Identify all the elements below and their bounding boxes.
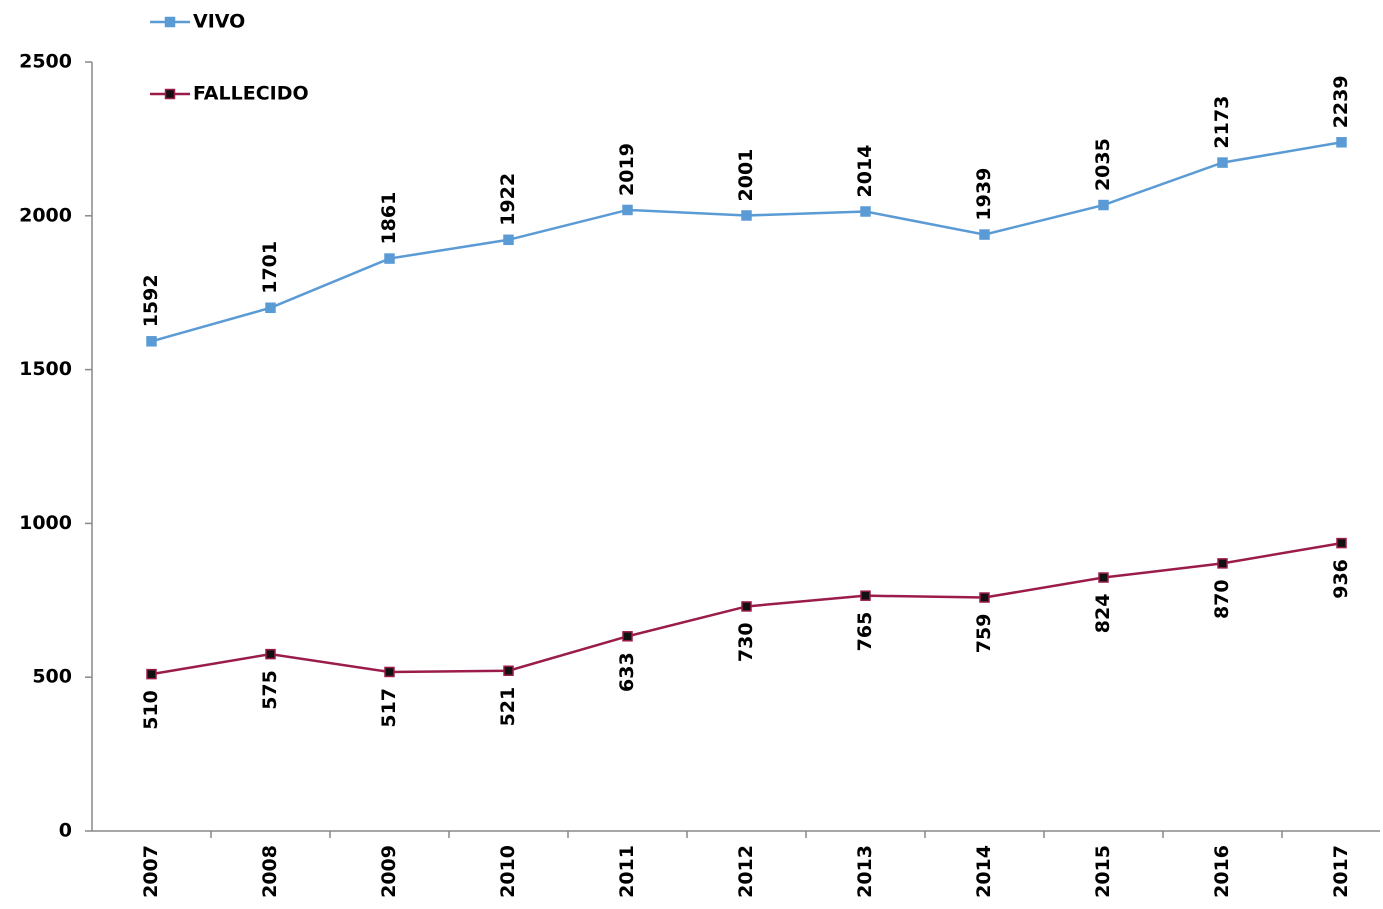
x-tick-label: 2009 xyxy=(378,845,400,898)
x-tick-label: 2007 xyxy=(140,845,162,898)
data-label: 2001 xyxy=(735,149,757,202)
data-label: 730 xyxy=(735,622,757,662)
y-tick-label: 1500 xyxy=(19,358,72,380)
point-marker xyxy=(384,666,395,678)
x-tick-label: 2013 xyxy=(854,845,876,898)
point-marker xyxy=(979,592,990,603)
x-tick-label: 2015 xyxy=(1092,845,1114,898)
y-tick-label: 2500 xyxy=(19,51,72,73)
data-label: 765 xyxy=(854,612,876,652)
data-label: 1592 xyxy=(140,274,162,327)
data-label: 633 xyxy=(616,652,638,692)
x-tick-label: 2008 xyxy=(259,845,281,898)
legend-marker xyxy=(164,88,176,100)
data-label: 517 xyxy=(378,688,400,728)
x-tick-label: 2016 xyxy=(1211,845,1233,898)
data-label: 2173 xyxy=(1211,96,1233,149)
point-marker xyxy=(265,302,276,314)
point-marker xyxy=(979,229,990,240)
x-tick-label: 2014 xyxy=(973,845,995,898)
legend-marker xyxy=(164,16,176,28)
point-marker xyxy=(1098,199,1109,211)
data-label: 870 xyxy=(1211,579,1233,619)
point-marker xyxy=(860,590,871,601)
point-marker xyxy=(860,206,871,217)
y-tick-label: 500 xyxy=(32,666,72,688)
data-label: 2239 xyxy=(1330,75,1352,128)
data-label: 1701 xyxy=(259,241,281,294)
data-label: 510 xyxy=(140,690,162,730)
point-marker xyxy=(1336,537,1347,549)
data-label: 2014 xyxy=(854,145,876,198)
data-label: 824 xyxy=(1092,594,1114,634)
x-tick-label: 2011 xyxy=(616,845,638,898)
point-marker xyxy=(503,665,514,676)
point-marker xyxy=(146,336,157,347)
point-marker xyxy=(741,601,752,612)
x-tick-label: 2012 xyxy=(735,845,757,898)
data-label: 759 xyxy=(973,614,995,654)
point-marker xyxy=(265,648,276,660)
data-label: 521 xyxy=(497,687,519,727)
data-label: 1922 xyxy=(497,173,519,226)
data-label: 575 xyxy=(259,670,281,710)
y-tick-label: 0 xyxy=(59,820,72,842)
point-marker xyxy=(741,210,752,221)
y-tick-label: 2000 xyxy=(19,204,72,226)
data-label: 2035 xyxy=(1092,138,1114,191)
x-tick-label: 2017 xyxy=(1330,845,1352,898)
legend-label: FALLECIDO xyxy=(193,83,309,105)
point-marker xyxy=(1217,558,1228,569)
x-tick-label: 2010 xyxy=(497,845,519,898)
point-marker xyxy=(146,668,157,680)
data-label: 2019 xyxy=(616,143,638,196)
point-marker xyxy=(1098,572,1109,583)
point-marker xyxy=(384,253,395,264)
point-marker xyxy=(503,234,514,246)
point-marker xyxy=(622,204,633,216)
data-label: 1939 xyxy=(973,168,995,221)
data-label: 936 xyxy=(1330,559,1352,599)
legend-label: VIVO xyxy=(193,11,245,33)
point-marker xyxy=(1217,157,1228,168)
y-tick-label: 1000 xyxy=(19,512,72,534)
data-label: 1861 xyxy=(378,192,400,245)
point-marker xyxy=(622,631,633,642)
point-marker xyxy=(1336,137,1347,148)
